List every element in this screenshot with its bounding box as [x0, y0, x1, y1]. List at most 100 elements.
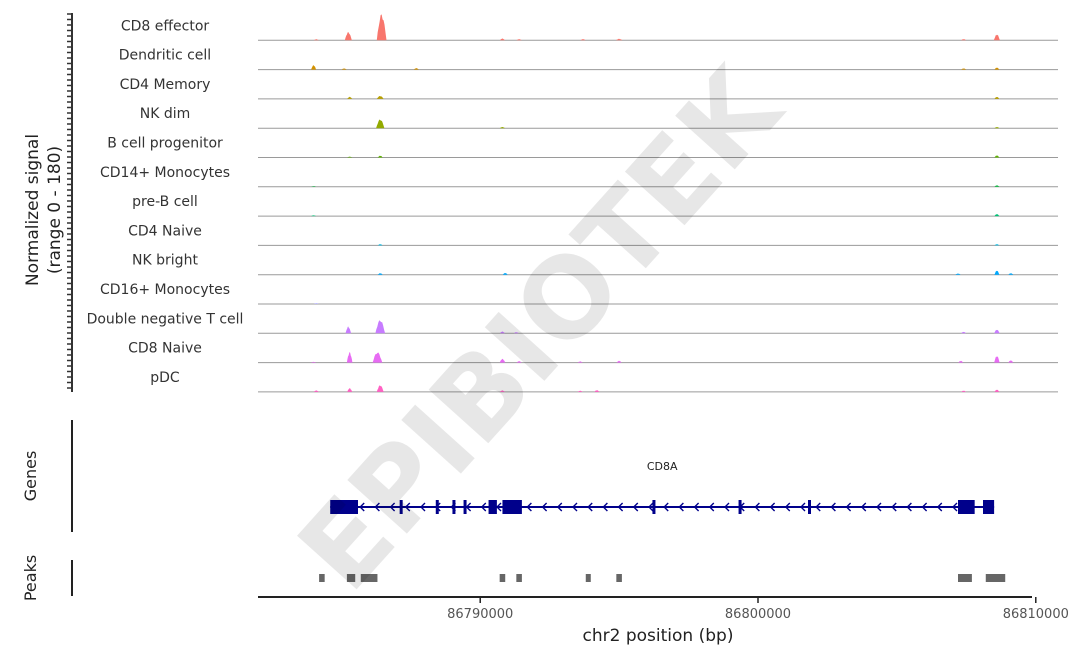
- gene-model: [330, 500, 995, 514]
- signal-peak: [341, 68, 347, 70]
- peaks-panel-label: Peaks: [21, 555, 40, 601]
- coverage-track: NK dim: [140, 106, 1058, 129]
- signal-peak: [1008, 273, 1014, 275]
- strand-arrow: [404, 502, 411, 512]
- strand-arrow: [906, 502, 912, 512]
- peak-region: [360, 574, 378, 582]
- signal-peak: [577, 390, 583, 392]
- signal-peak: [345, 326, 352, 334]
- signal-peak: [961, 39, 967, 41]
- strand-arrow: [936, 502, 943, 512]
- x-tick-label: 86790000: [447, 607, 513, 622]
- strand-arrow: [769, 502, 776, 512]
- signal-peak: [616, 38, 623, 41]
- strand-arrow: [359, 502, 365, 512]
- coverage-ylabel-line2: (range 0 - 180): [45, 146, 65, 274]
- signal-peak: [499, 331, 505, 334]
- peak-region: [499, 574, 506, 582]
- signal-peak: [313, 39, 319, 41]
- peak-region: [585, 574, 591, 582]
- signal-peak: [499, 38, 505, 41]
- signal-peak: [994, 214, 1000, 217]
- strand-arrow: [435, 502, 441, 512]
- signal-peak: [376, 385, 384, 392]
- gene-exon: [488, 500, 497, 514]
- coverage-y-axis-ticks: [67, 13, 72, 389]
- strand-arrow: [678, 502, 684, 512]
- strand-arrow: [480, 502, 487, 512]
- strand-arrow: [556, 502, 563, 512]
- coverage-track: B cell progenitor: [107, 136, 1058, 158]
- signal-peak: [994, 356, 1000, 363]
- signal-peak: [594, 390, 600, 392]
- strand-arrow: [739, 502, 745, 512]
- genes-panel-label: Genes: [21, 451, 40, 502]
- gene-exon: [983, 500, 995, 514]
- track-label: CD8 effector: [121, 18, 210, 34]
- coverage-tracks: CD8 effector Dendritic cell CD4 Memory NK d…: [87, 14, 1058, 393]
- strand-arrow: [389, 502, 396, 512]
- signal-peak: [994, 67, 1000, 70]
- track-label: pre-B cell: [132, 194, 198, 210]
- strand-arrow: [632, 502, 639, 512]
- signal-peak: [499, 358, 506, 363]
- signal-peak: [347, 388, 353, 392]
- signal-peak: [347, 96, 353, 99]
- signal-peak: [376, 119, 385, 129]
- strand-arrow: [511, 502, 517, 512]
- x-tick-label: 86800000: [725, 607, 791, 622]
- strand-arrow: [845, 502, 852, 512]
- track-label: CD14+ Monocytes: [100, 165, 230, 181]
- coverage-track: Double negative T cell: [87, 311, 1058, 334]
- signal-peak: [413, 68, 419, 70]
- signal-peak: [994, 389, 1000, 392]
- strand-arrow: [602, 502, 608, 512]
- gene-name-label: CD8A: [647, 460, 678, 473]
- signal-peak: [376, 96, 384, 99]
- track-label: Dendritic cell: [119, 48, 211, 64]
- coverage-track: CD8 Naive: [128, 341, 1058, 364]
- coverage-track: Dendritic cell: [119, 48, 1058, 71]
- coverage-track: pre-B cell: [132, 194, 1058, 217]
- x-axis-title: chr2 position (bp): [583, 626, 734, 646]
- signal-peak: [1008, 360, 1014, 363]
- signal-peak: [994, 270, 1000, 275]
- signal-peak: [311, 361, 317, 363]
- signal-peak: [344, 32, 352, 41]
- strand-arrow: [860, 502, 867, 512]
- coverage-track: NK bright: [132, 253, 1058, 276]
- gene-exon: [958, 500, 975, 514]
- strand-arrow: [754, 502, 760, 512]
- gene-exon: [808, 500, 811, 514]
- signal-peak: [347, 156, 353, 158]
- strand-arrow: [587, 502, 593, 512]
- track-label: CD8 Naive: [128, 341, 202, 357]
- peak-region: [616, 574, 622, 582]
- gene-exon: [399, 500, 403, 514]
- signal-peak: [499, 127, 505, 129]
- signal-peak: [958, 360, 964, 363]
- peak-region: [346, 574, 356, 582]
- signal-peak: [516, 361, 522, 363]
- signal-peak: [993, 34, 1000, 41]
- track-label: CD4 Memory: [120, 77, 211, 93]
- peak-region: [958, 574, 972, 582]
- track-label: B cell progenitor: [107, 136, 223, 152]
- gene-exon: [463, 500, 467, 514]
- strand-arrow: [891, 502, 897, 512]
- strand-arrow: [784, 502, 791, 512]
- signal-peak: [311, 65, 317, 70]
- strand-arrow: [541, 502, 548, 512]
- strand-arrow: [876, 502, 882, 512]
- track-label: CD16+ Monocytes: [100, 282, 230, 298]
- strand-arrow: [708, 502, 715, 512]
- signal-peak: [513, 332, 519, 334]
- signal-peak: [311, 215, 317, 217]
- gene-exon: [452, 500, 456, 514]
- strand-arrow: [982, 502, 988, 512]
- signal-peak: [616, 360, 622, 363]
- strand-arrow: [830, 502, 836, 512]
- x-tick-label: 86810000: [1003, 607, 1069, 622]
- coverage-track: pDC: [150, 370, 1058, 393]
